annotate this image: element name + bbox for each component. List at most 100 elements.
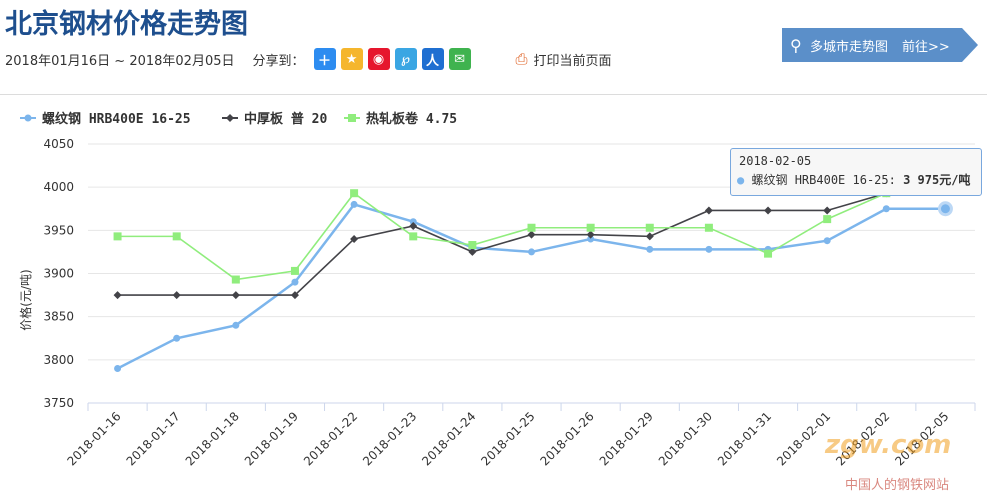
x-tick-label: 2018-01-23: [360, 409, 419, 468]
tooltip-date: 2018-02-05: [739, 154, 812, 168]
share-label: 分享到：: [252, 53, 305, 69]
data-point[interactable]: [468, 247, 477, 256]
data-point[interactable]: [645, 223, 654, 232]
share-weibo-icon[interactable]: ◉: [367, 48, 390, 70]
divider: [0, 94, 987, 95]
data-point[interactable]: [823, 215, 832, 224]
x-tick-label: 2018-01-16: [64, 409, 123, 468]
data-point[interactable]: [290, 291, 299, 300]
data-point[interactable]: [646, 245, 654, 253]
x-tick-label: 2018-01-31: [715, 409, 774, 468]
share-renren-icon[interactable]: 人: [421, 48, 444, 70]
legend-marker: [348, 114, 356, 122]
legend-item-0[interactable]: 螺纹钢 HRB400E 16-25: [20, 111, 191, 127]
print-button[interactable]: ⎙ 打印当前页面: [516, 50, 612, 69]
page-title: 北京钢材价格走势图: [5, 9, 248, 40]
sub-header: 2018年01月16日 ~ 2018年02月05日 分享到： ＋ ★ ◉ ℘ 人…: [5, 48, 612, 70]
data-point[interactable]: [764, 206, 773, 215]
chart-tooltip: 2018-02-05 ● 螺纹钢 HRB400E 16-25: 3 975元/吨: [730, 148, 982, 196]
legend-label: 中厚板 普 20: [244, 111, 327, 127]
share-tencent-icon[interactable]: ℘: [394, 48, 417, 70]
data-point[interactable]: [350, 189, 359, 198]
data-point[interactable]: [528, 248, 535, 256]
data-point[interactable]: [586, 223, 595, 232]
x-tick-label: 2018-01-18: [183, 409, 242, 468]
multi-city-banner[interactable]: ⚲ 多城市走势图 前往>>: [782, 28, 978, 62]
x-tick-label: 2018-01-25: [478, 409, 537, 468]
legend-item-1[interactable]: 中厚板 普 20: [222, 111, 327, 127]
x-tick-label: 2018-01-22: [301, 409, 360, 468]
x-tick-label: 2018-02-05: [892, 409, 951, 468]
tooltip-value: 3 975元/吨: [903, 173, 971, 187]
legend-marker: [226, 114, 234, 122]
data-point[interactable]: [291, 278, 299, 286]
printer-icon: ⎙: [515, 50, 528, 68]
data-point[interactable]: [113, 232, 122, 241]
data-point[interactable]: [232, 321, 240, 329]
x-tick-label: 2018-02-01: [774, 409, 833, 468]
data-point[interactable]: [882, 205, 890, 213]
data-point[interactable]: [231, 291, 240, 300]
data-point[interactable]: [823, 206, 832, 215]
data-point[interactable]: [823, 237, 831, 245]
x-tick-label: 2018-01-19: [242, 409, 301, 468]
share-plus-icon[interactable]: ＋: [313, 48, 336, 70]
data-point[interactable]: [290, 266, 299, 275]
share-qzone-icon[interactable]: ★: [340, 48, 363, 70]
data-point[interactable]: [350, 200, 358, 208]
tooltip-marker-icon: ●: [737, 173, 745, 187]
data-point[interactable]: [587, 235, 595, 243]
x-tick-label: 2018-01-17: [124, 409, 183, 468]
data-point[interactable]: [704, 206, 713, 215]
data-point[interactable]: [705, 245, 713, 253]
y-axis-label: 价格(元/吨): [18, 269, 33, 330]
chart-series: [113, 154, 953, 372]
data-point[interactable]: [527, 223, 536, 232]
y-tick-label: 3950: [43, 223, 74, 237]
y-tick-label: 4000: [43, 180, 74, 194]
data-point[interactable]: [645, 232, 654, 241]
x-tick-label: 2018-02-02: [833, 409, 892, 468]
data-point[interactable]: [409, 222, 418, 231]
y-axis-ticks: 3750 3800 3850 3900 3950 4000 4050: [43, 137, 74, 410]
data-point[interactable]: [764, 249, 773, 258]
x-tick-label: 2018-01-26: [538, 409, 597, 468]
data-point[interactable]: [586, 230, 595, 239]
legend-item-2[interactable]: 热轧板卷 4.75: [344, 111, 457, 127]
data-point[interactable]: [173, 334, 181, 342]
x-axis: 2018-01-16 2018-01-17 2018-01-18 2018-01-19…: [64, 402, 976, 468]
chart-legend[interactable]: 螺纹钢 HRB400E 16-25 中厚板 普 20 热轧板卷 4.75: [20, 111, 457, 127]
price-trend-chart: 3750 3800 3850 3900 3950 4000 4050 价格(元/吨) 201…: [18, 111, 976, 468]
data-point[interactable]: [172, 291, 181, 300]
y-tick-label: 3750: [43, 396, 74, 410]
data-point[interactable]: [527, 230, 536, 239]
legend-marker: [24, 114, 32, 122]
data-point[interactable]: [468, 241, 477, 250]
print-label: 打印当前页面: [533, 53, 612, 69]
map-pin-icon: ⚲: [790, 35, 802, 55]
data-point[interactable]: [172, 232, 181, 241]
legend-label: 热轧板卷 4.75: [366, 111, 457, 127]
banner-goto-link[interactable]: 前往>>: [902, 39, 950, 55]
data-point[interactable]: [113, 291, 122, 300]
tooltip-series: 螺纹钢 HRB400E 16-25:: [751, 173, 896, 187]
x-tick-label: 2018-01-24: [419, 409, 478, 468]
legend-label: 螺纹钢 HRB400E 16-25: [42, 111, 191, 127]
data-point[interactable]: [350, 234, 359, 243]
data-point[interactable]: [231, 275, 240, 284]
banner-text: 多城市走势图: [810, 39, 889, 55]
tooltip-row: ● 螺纹钢 HRB400E 16-25: 3 975元/吨: [737, 171, 970, 188]
data-point[interactable]: [704, 223, 713, 232]
share-wechat-icon[interactable]: ✉: [448, 48, 471, 70]
data-point[interactable]: [409, 218, 417, 226]
y-tick-label: 3800: [43, 353, 74, 367]
x-tick-label: 2018-01-29: [597, 409, 656, 468]
y-tick-label: 3850: [43, 310, 74, 324]
y-tick-label: 4050: [43, 137, 74, 151]
x-tick-label: 2018-01-30: [656, 409, 715, 468]
data-point[interactable]: [409, 232, 418, 241]
date-range: 2018年01月16日 ~ 2018年02月05日: [5, 53, 235, 69]
y-tick-label: 3900: [43, 267, 74, 281]
data-point[interactable]: [114, 364, 122, 372]
data-point[interactable]: [937, 201, 953, 217]
